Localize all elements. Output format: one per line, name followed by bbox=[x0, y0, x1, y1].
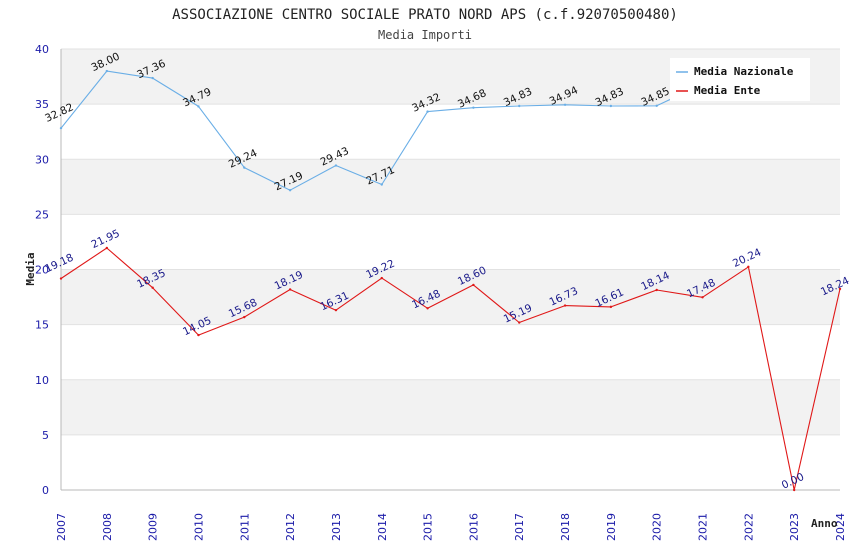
data-point bbox=[197, 105, 200, 108]
y-tick-label: 20 bbox=[35, 264, 49, 277]
y-tick-label: 15 bbox=[35, 319, 49, 332]
x-tick-label: 2024 bbox=[834, 513, 847, 541]
data-point bbox=[59, 126, 63, 130]
data-point bbox=[426, 110, 429, 113]
x-tick-label: 2010 bbox=[192, 513, 205, 541]
x-tick-label: 2020 bbox=[651, 513, 664, 541]
series-line-media-ente bbox=[60, 247, 841, 491]
data-point bbox=[655, 288, 658, 292]
grid-band bbox=[61, 159, 840, 215]
data-point bbox=[243, 315, 246, 319]
legend-label-media-ente: Media Ente bbox=[694, 84, 761, 97]
axes bbox=[60, 49, 840, 491]
legend: Media Nazionale Media Ente bbox=[670, 58, 810, 101]
y-tick-label: 5 bbox=[42, 429, 49, 442]
data-point bbox=[151, 76, 154, 80]
data-point bbox=[288, 288, 292, 291]
data-point bbox=[518, 321, 521, 324]
x-tick-label: 2016 bbox=[467, 513, 480, 541]
data-point bbox=[655, 104, 658, 107]
x-tick-label: 2023 bbox=[788, 513, 801, 541]
y-tick-label: 0 bbox=[42, 484, 49, 497]
grid-bands bbox=[61, 49, 840, 435]
data-point bbox=[563, 304, 567, 307]
x-tick-label: 2017 bbox=[513, 513, 526, 541]
data-point bbox=[243, 166, 246, 169]
chart-title: ASSOCIAZIONE CENTRO SOCIALE PRATO NORD A… bbox=[172, 7, 678, 23]
data-point bbox=[609, 305, 613, 309]
y-tick-label: 30 bbox=[35, 153, 49, 166]
x-tick-label: 2013 bbox=[330, 513, 343, 541]
y-axis-ticks: 0 5 10 15 20 25 30 35 40 bbox=[35, 43, 49, 497]
data-point bbox=[518, 104, 521, 108]
data-point bbox=[792, 488, 796, 492]
x-tick-label: 2008 bbox=[101, 513, 114, 541]
data-point bbox=[105, 246, 109, 250]
data-point bbox=[197, 333, 200, 337]
data-point bbox=[288, 189, 292, 192]
x-tick-label: 2015 bbox=[422, 513, 435, 541]
x-tick-label: 2009 bbox=[147, 513, 160, 541]
x-tick-label: 2007 bbox=[55, 513, 68, 541]
data-label: 21.95 bbox=[89, 227, 121, 251]
data-point bbox=[838, 287, 842, 291]
data-point bbox=[563, 103, 567, 106]
data-point bbox=[747, 265, 750, 269]
data-point bbox=[380, 276, 383, 280]
grid-band bbox=[61, 379, 840, 435]
data-point bbox=[472, 283, 475, 287]
legend-label-media-nazionale: Media Nazionale bbox=[694, 65, 794, 78]
y-tick-label: 25 bbox=[35, 208, 49, 221]
data-point bbox=[59, 277, 63, 280]
data-point bbox=[380, 183, 383, 186]
y-tick-label: 40 bbox=[35, 43, 49, 56]
data-point bbox=[151, 286, 154, 289]
x-tick-label: 2014 bbox=[376, 513, 389, 541]
data-label: 20.24 bbox=[731, 246, 764, 270]
x-tick-label: 2022 bbox=[742, 513, 755, 541]
y-tick-label: 35 bbox=[35, 98, 49, 111]
x-tick-label: 2019 bbox=[605, 513, 618, 541]
x-tick-label: 2011 bbox=[238, 513, 251, 541]
y-tick-label: 10 bbox=[35, 374, 49, 387]
data-point bbox=[334, 164, 338, 167]
chart-subtitle: Media Importi bbox=[378, 28, 472, 42]
data-point bbox=[105, 69, 109, 73]
data-point bbox=[334, 308, 338, 312]
x-axis-label: Anno bbox=[811, 517, 838, 530]
x-tick-label: 2012 bbox=[284, 513, 297, 541]
x-tick-label: 2021 bbox=[697, 513, 710, 541]
x-axis-ticks: 2007 2008 2009 2010 2011 2012 2013 2014 2015 2016… bbox=[55, 513, 847, 541]
grid-lines bbox=[61, 48, 840, 491]
data-point bbox=[609, 104, 613, 108]
data-point bbox=[472, 106, 475, 109]
data-label: 0.00 bbox=[780, 471, 806, 492]
data-point bbox=[701, 296, 704, 299]
x-tick-label: 2018 bbox=[559, 513, 572, 541]
legend-box bbox=[670, 58, 810, 101]
data-point bbox=[426, 307, 429, 310]
y-axis-label: Media bbox=[24, 252, 37, 285]
